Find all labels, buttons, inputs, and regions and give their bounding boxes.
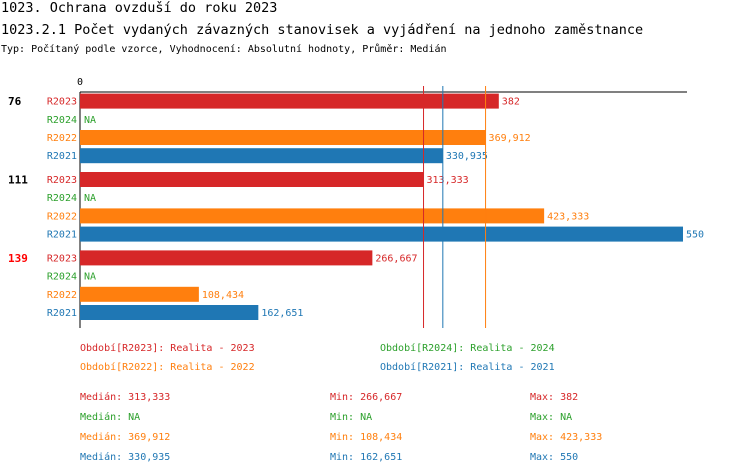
series-label: R2023	[47, 253, 77, 264]
group-label: 76	[8, 95, 22, 108]
bar-r2023	[80, 250, 373, 266]
bar-r2021	[80, 305, 259, 320]
data-label: NA	[84, 115, 96, 126]
stat-min-r2024: Min: NA	[330, 412, 373, 423]
stat-median-r2024: Medián: NA	[80, 412, 141, 423]
legend-r2024: Období[R2024]: Realita - 2024	[380, 343, 555, 354]
stat-median-r2023: Medián: 313,333	[80, 392, 171, 403]
data-label: 266,667	[375, 253, 417, 264]
stat-median-r2022: Medián: 369,912	[80, 432, 171, 443]
stat-min-r2021: Min: 162,651	[330, 452, 403, 463]
bar-r2021	[80, 226, 683, 242]
stat-min-r2022: Min: 108,434	[330, 432, 403, 443]
legend-r2021: Období[R2021]: Realita - 2021	[380, 362, 555, 373]
group-label: 111	[8, 174, 28, 187]
stat-median-r2021: Medián: 330,935	[80, 452, 171, 463]
data-label: 382	[502, 97, 520, 108]
bar-r2021	[80, 148, 443, 164]
series-label: R2022	[47, 133, 77, 144]
series-label: R2024	[47, 115, 77, 126]
data-label: 330,935	[446, 151, 488, 162]
series-label: R2024	[47, 193, 77, 204]
group-label: 139	[8, 252, 28, 265]
bar-r2022	[80, 286, 199, 302]
bar-r2022	[80, 130, 486, 145]
stat-min-r2023: Min: 266,667	[330, 392, 403, 403]
stat-max-r2024: Max: NA	[530, 412, 573, 423]
chart-subtitle: 1023.2.1 Počet vydaných závazných stanov…	[1, 22, 644, 38]
data-label: NA	[84, 272, 96, 283]
series-label: R2021	[47, 151, 77, 162]
bar-r2022	[80, 208, 545, 224]
series-label: R2021	[47, 230, 77, 241]
data-label: 369,912	[489, 133, 531, 144]
page-title: 1023. Ochrana ovzduší do roku 2023	[1, 0, 278, 16]
bar-r2023	[80, 172, 424, 187]
data-label: NA	[84, 193, 96, 204]
series-label: R2024	[47, 272, 77, 283]
x-tick-label: 0	[77, 77, 83, 88]
series-label: R2021	[47, 308, 77, 319]
data-label: 108,434	[202, 290, 244, 301]
legend-r2023: Období[R2023]: Realita - 2023	[80, 343, 255, 354]
stat-max-r2021: Max: 550	[530, 452, 579, 463]
bar-r2023	[80, 93, 499, 109]
series-label: R2023	[47, 97, 77, 108]
series-label: R2022	[47, 211, 77, 222]
data-label: 550	[686, 230, 704, 241]
stat-max-r2022: Max: 423,333	[530, 432, 603, 443]
data-label: 423,333	[547, 211, 589, 222]
data-label: 313,333	[427, 175, 469, 186]
series-label: R2023	[47, 175, 77, 186]
chart-meta: Typ: Počítaný podle vzorce, Vyhodnocení:…	[1, 44, 447, 55]
series-label: R2022	[47, 290, 77, 301]
legend-r2022: Období[R2022]: Realita - 2022	[80, 362, 255, 373]
stat-max-r2023: Max: 382	[530, 392, 579, 403]
data-label: 162,651	[261, 308, 303, 319]
